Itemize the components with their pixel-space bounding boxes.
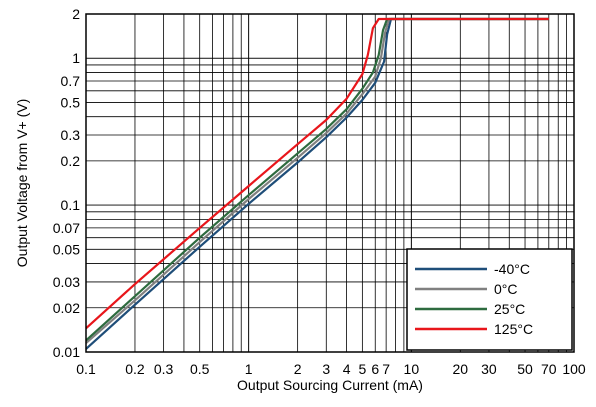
legend-label: 25°C [494, 301, 525, 317]
x-tick-label: 2 [294, 361, 302, 377]
legend-label: -40°C [494, 261, 530, 277]
y-tick-label: 0.01 [53, 344, 80, 360]
y-tick-label: 0.1 [61, 197, 81, 213]
plot-frame [85, 13, 575, 353]
y-tick-label: 0.3 [61, 127, 81, 143]
x-tick-label: 30 [481, 361, 497, 377]
legend-box [406, 248, 573, 351]
series-line [85, 17, 549, 330]
series-line [85, 17, 549, 350]
series-layer [85, 17, 549, 350]
x-tick-label: 4 [343, 361, 351, 377]
y-tick-label: 0.7 [61, 73, 81, 89]
y-tick-label: 2 [72, 6, 80, 22]
legend: -40°C 0°C 25°C 125°C [406, 248, 573, 351]
y-tick-label: 0.03 [53, 274, 80, 290]
x-tick-label: 50 [517, 361, 533, 377]
legend-label: 125°C [494, 321, 533, 337]
x-tick-label: 3 [322, 361, 330, 377]
series-line [85, 17, 549, 344]
y-tick-label: 0.05 [53, 241, 80, 257]
y-tick-label: 0.07 [53, 220, 80, 236]
x-tick-label: 6 [371, 361, 379, 377]
x-tick-label: 0.2 [125, 361, 145, 377]
legend-label: 0°C [494, 281, 518, 297]
x-tick-label: 10 [404, 361, 420, 377]
y-tick-label: 0.2 [61, 153, 81, 169]
x-tick-label: 0.1 [76, 361, 96, 377]
x-tick-label: 70 [541, 361, 557, 377]
y-tick-label: 0.5 [61, 94, 81, 110]
x-tick-label: 1 [245, 361, 253, 377]
y-tick-label: 1 [72, 50, 80, 66]
tick-labels: 0.1 0.2 0.3 0.5 1 2 3 4 5 6 7 10 20 30 50 70 100 0.01 0.02… [53, 6, 586, 377]
x-tick-label: 0.3 [154, 361, 174, 377]
x-tick-label: 20 [453, 361, 469, 377]
x-tick-label: 100 [562, 361, 586, 377]
series-line [85, 17, 549, 342]
y-axis-title: Output Voltage from V+ (V) [14, 99, 30, 267]
x-tick-label: 5 [358, 361, 366, 377]
x-tick-label: 7 [382, 361, 390, 377]
x-tick-label: 0.5 [190, 361, 210, 377]
y-tick-label: 0.02 [53, 300, 80, 316]
x-axis-title: Output Sourcing Current (mA) [237, 377, 423, 393]
